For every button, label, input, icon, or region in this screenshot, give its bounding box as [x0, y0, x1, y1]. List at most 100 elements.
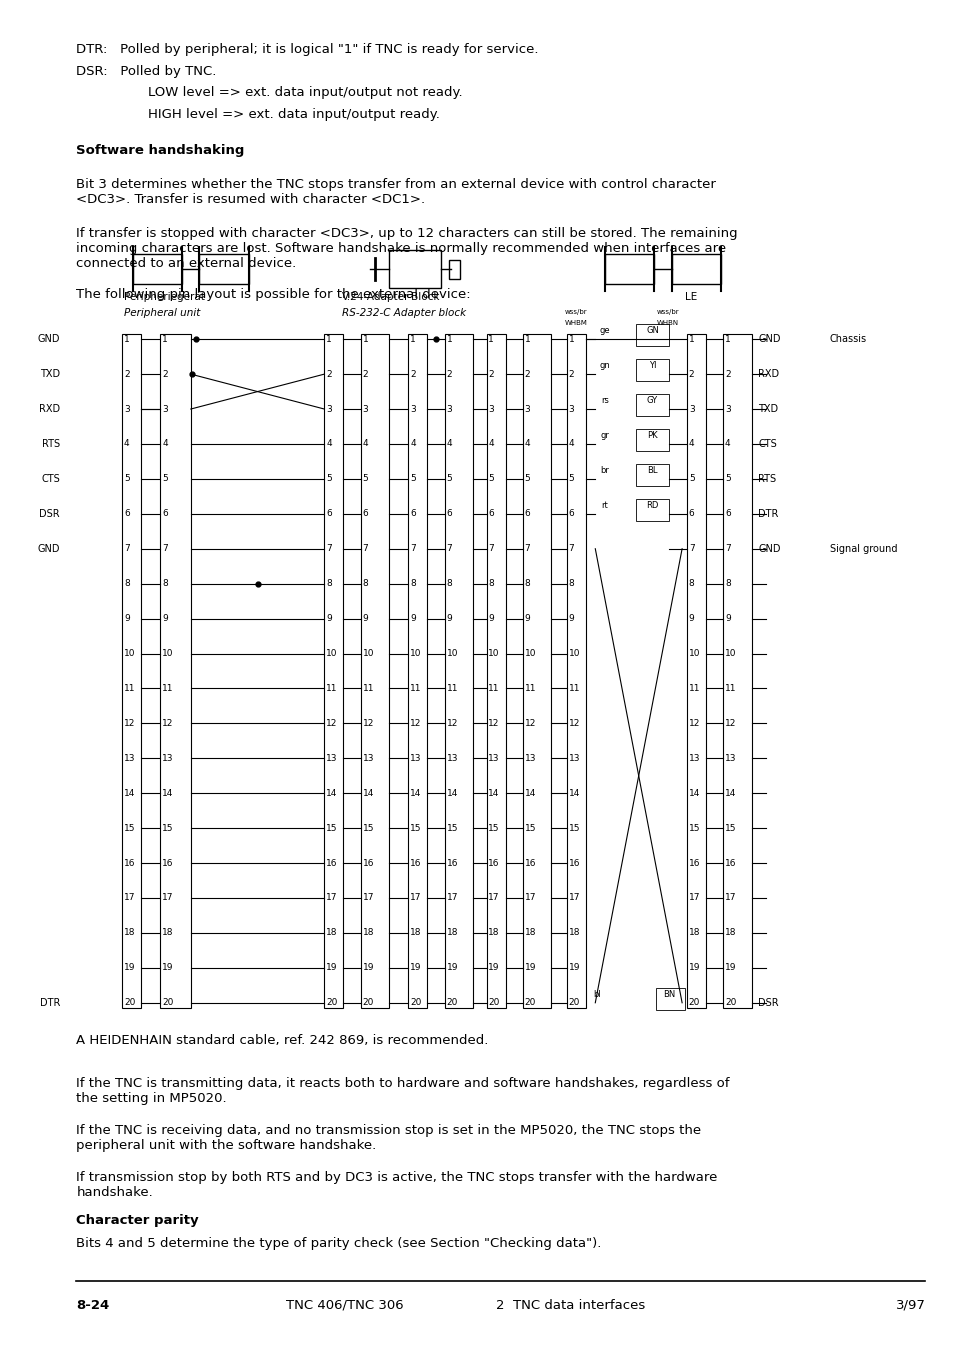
Text: GN: GN [645, 326, 659, 335]
Text: 14: 14 [124, 789, 135, 798]
Text: 10: 10 [724, 649, 736, 658]
Text: 2: 2 [488, 370, 494, 378]
Text: 20: 20 [410, 999, 421, 1007]
Text: 20: 20 [326, 999, 337, 1007]
Text: 16: 16 [488, 859, 499, 868]
Text: YI: YI [648, 361, 656, 370]
Text: 3: 3 [568, 405, 574, 413]
Bar [636, 394, 668, 416]
Text: 8: 8 [410, 579, 416, 588]
Text: 1: 1 [124, 335, 130, 343]
Text: CTS: CTS [41, 474, 60, 485]
Text: 15: 15 [446, 824, 457, 833]
Text: 3: 3 [362, 405, 368, 413]
Text: 17: 17 [488, 894, 499, 903]
Text: 19: 19 [410, 964, 421, 972]
Text: 19: 19 [568, 964, 579, 972]
Text: 11: 11 [724, 684, 736, 693]
Text: 2: 2 [446, 370, 452, 378]
Text: 3/97: 3/97 [895, 1299, 924, 1312]
Text: BN: BN [663, 989, 675, 999]
Text: DSR: DSR [758, 997, 779, 1008]
Text: 6: 6 [688, 509, 694, 518]
Text: 3: 3 [326, 405, 332, 413]
Text: WHBM: WHBM [564, 320, 587, 326]
Text: 12: 12 [724, 719, 736, 728]
Text: 1: 1 [724, 335, 730, 343]
Text: 18: 18 [410, 929, 421, 937]
Text: 2: 2 [326, 370, 332, 378]
Text: 9: 9 [124, 614, 130, 623]
Text: 9: 9 [724, 614, 730, 623]
Text: 12: 12 [524, 719, 536, 728]
Text: 19: 19 [446, 964, 457, 972]
Text: 4: 4 [410, 439, 416, 448]
Text: 13: 13 [362, 754, 374, 763]
Text: CTS: CTS [758, 439, 777, 450]
Text: 10: 10 [124, 649, 135, 658]
Text: If transmission stop by both RTS and by DC3 is active, the TNC stops transfer wi: If transmission stop by both RTS and by … [76, 1171, 717, 1199]
Bar [636, 429, 668, 451]
Text: 14: 14 [326, 789, 337, 798]
Text: 8-24: 8-24 [76, 1299, 110, 1312]
Text: 8: 8 [724, 579, 730, 588]
Text: 12: 12 [326, 719, 337, 728]
Text: 8: 8 [162, 579, 168, 588]
Text: 20: 20 [568, 999, 579, 1007]
Text: 17: 17 [446, 894, 457, 903]
Text: 17: 17 [568, 894, 579, 903]
Text: 12: 12 [124, 719, 135, 728]
Text: RD: RD [646, 501, 658, 510]
Text: TNC 406/TNC 306: TNC 406/TNC 306 [286, 1299, 403, 1312]
Text: 17: 17 [124, 894, 135, 903]
Text: 7: 7 [688, 544, 694, 553]
Text: 2: 2 [124, 370, 130, 378]
Text: GND: GND [758, 544, 781, 553]
Text: 14: 14 [724, 789, 736, 798]
Text: 14: 14 [446, 789, 457, 798]
Text: 10: 10 [326, 649, 337, 658]
Text: 6: 6 [362, 509, 368, 518]
Text: GY: GY [646, 396, 658, 405]
Text: 11: 11 [524, 684, 536, 693]
Text: 17: 17 [326, 894, 337, 903]
Text: Bits 4 and 5 determine the type of parity check (see Section "Checking data").: Bits 4 and 5 determine the type of parit… [76, 1237, 601, 1250]
Text: 11: 11 [124, 684, 135, 693]
Text: 8: 8 [362, 579, 368, 588]
Text: 11: 11 [568, 684, 579, 693]
Text: 5: 5 [568, 474, 574, 483]
Text: 1: 1 [326, 335, 332, 343]
Text: 20: 20 [446, 999, 457, 1007]
Text: 1: 1 [524, 335, 530, 343]
Text: 11: 11 [688, 684, 700, 693]
Text: 15: 15 [688, 824, 700, 833]
Text: 9: 9 [688, 614, 694, 623]
Text: 13: 13 [524, 754, 536, 763]
Text: 16: 16 [410, 859, 421, 868]
Text: 9: 9 [362, 614, 368, 623]
Text: 16: 16 [162, 859, 173, 868]
Text: GND: GND [37, 544, 60, 553]
Text: 18: 18 [688, 929, 700, 937]
Bar [636, 324, 668, 346]
Text: 11: 11 [446, 684, 457, 693]
Text: 3: 3 [524, 405, 530, 413]
Text: 10: 10 [488, 649, 499, 658]
Text: 20: 20 [724, 999, 736, 1007]
Text: 8: 8 [488, 579, 494, 588]
Text: 19: 19 [362, 964, 374, 972]
Text: 1: 1 [446, 335, 452, 343]
Text: 5: 5 [326, 474, 332, 483]
Text: If the TNC is receiving data, and no transmission stop is set in the MP5020, the: If the TNC is receiving data, and no tra… [76, 1124, 700, 1152]
Text: GND: GND [37, 334, 60, 345]
Text: 16: 16 [524, 859, 536, 868]
Text: 18: 18 [568, 929, 579, 937]
Text: 7: 7 [162, 544, 168, 553]
Bar [389, 250, 440, 288]
Text: 16: 16 [124, 859, 135, 868]
Text: 2: 2 [410, 370, 416, 378]
Text: 1: 1 [162, 335, 168, 343]
Text: 7: 7 [524, 544, 530, 553]
Text: 14: 14 [568, 789, 579, 798]
Text: 5: 5 [724, 474, 730, 483]
